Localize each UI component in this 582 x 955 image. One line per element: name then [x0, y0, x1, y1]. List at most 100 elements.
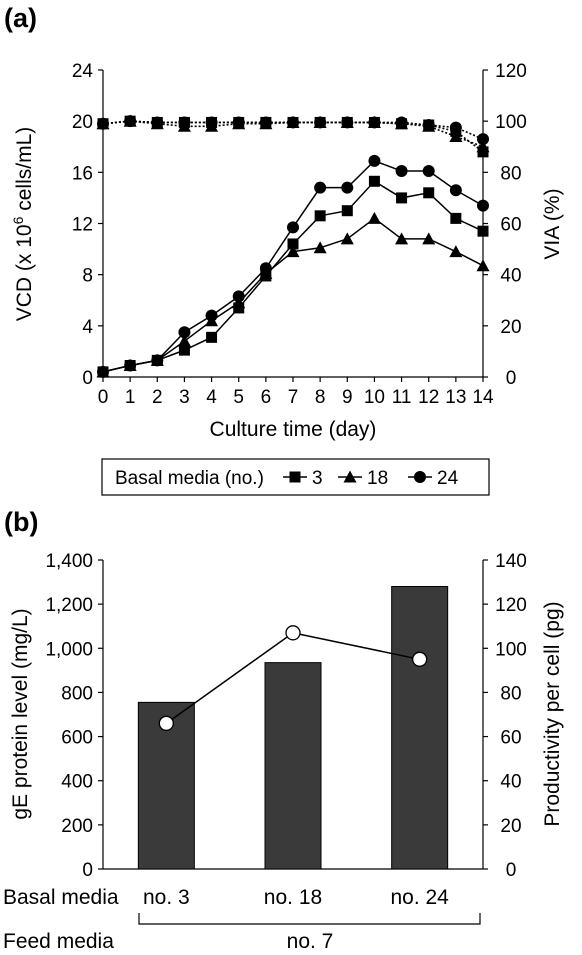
panel-a-y2-tick-label: 20	[500, 317, 521, 338]
panel-b-y-tick-label: 400	[61, 772, 93, 793]
vcd-point-18	[395, 232, 409, 245]
panel-a-x-tick-label: 6	[261, 387, 272, 408]
vcd-point-24	[422, 165, 435, 178]
vcd-point-24	[151, 354, 164, 367]
vcd-point-24	[287, 221, 299, 234]
vcd-point-3	[423, 187, 435, 199]
legend-marker-18	[343, 470, 357, 483]
vcd-point-24	[178, 326, 191, 339]
panel-a-x-tick-label: 0	[98, 387, 109, 408]
legend-marker-24	[414, 471, 426, 483]
feed-media-value: no. 7	[287, 930, 334, 953]
viability-point-18	[449, 130, 463, 143]
panel-a-x-tick-label: 13	[445, 387, 466, 408]
panel-a-y-axis-title: VCD (x 106 cells/mL)	[10, 127, 36, 322]
panel-a-x-tick-label: 3	[179, 387, 190, 408]
viability-point-24	[477, 133, 489, 146]
vcd-point-18	[367, 211, 381, 224]
vcd-point-24	[232, 290, 245, 303]
viability-point-24	[368, 116, 381, 129]
panel-b-y-tick-label: 1,200	[45, 595, 93, 616]
panel-b-y2-tick-label: 140	[495, 551, 527, 572]
vcd-point-18	[177, 334, 191, 347]
panel-a-x-tick-label: 7	[288, 387, 299, 408]
bar-no-24	[391, 585, 449, 870]
vcd-point-3	[287, 238, 299, 250]
panel-b-y2-tick-label: 0	[506, 860, 517, 881]
panel-b-y-tick-label: 1,400	[45, 551, 93, 572]
feed-media-row-label: Feed media	[3, 930, 114, 953]
panel-a-y2-axis-title: VIA (%)	[541, 188, 564, 259]
viability-point-24	[341, 116, 354, 129]
vcd-point-3	[341, 205, 353, 217]
panel-b-y-ticks: 0 200 400 600 800 1,000 1,200 1,400	[45, 551, 103, 881]
panel-a-x-tick-label: 8	[315, 387, 326, 408]
vcd-point-18	[422, 232, 436, 245]
panel-a-y2-tick-label: 120	[495, 61, 527, 82]
panel-b-y2-tick-label: 120	[495, 595, 527, 616]
vcd-point-3	[450, 212, 462, 224]
legend-title: Basal media (no.)	[115, 468, 264, 489]
viability-point-24	[205, 116, 218, 129]
panel-a-y-ticks: 0 4 8 12 16 20 24	[72, 61, 103, 389]
vcd-point-18	[340, 232, 354, 245]
panel-b-y-tick-label: 1,000	[45, 639, 93, 660]
panel-a-y-tick-label: 0	[82, 368, 93, 389]
viability-point-24	[422, 119, 435, 132]
panel-a-x-tick-label: 10	[364, 387, 385, 408]
panel-b-y-tick-label: 200	[61, 816, 93, 837]
vcd-point-24	[395, 165, 408, 178]
legend-label-24: 24	[437, 468, 459, 489]
productivity-point	[158, 715, 174, 731]
viability-point-24	[314, 116, 327, 129]
viability-point-24	[178, 116, 191, 129]
panel-b-label: (b)	[4, 507, 38, 537]
panel-a-y2-tick-label: 60	[500, 215, 521, 236]
panel-a-y2-tick-label: 40	[500, 266, 521, 287]
viability-line-24	[102, 120, 484, 140]
panel-b-bars	[137, 585, 449, 870]
legend-label-3: 3	[312, 468, 323, 489]
vcd-point-24	[124, 359, 137, 372]
bar-no-18	[264, 662, 322, 870]
panel-b-category-labels: no. 3 no. 18 no. 24	[143, 886, 449, 909]
basal-media-row-label: Basal media	[3, 886, 119, 909]
vcd-point-24	[314, 181, 327, 194]
panel-a-x-tick-label: 4	[206, 387, 217, 408]
vcd-point-18	[286, 245, 300, 258]
panel-b-y-tick-label: 600	[61, 728, 93, 749]
vcd-point-24	[97, 365, 109, 378]
panel-a-y2-ticks: 0 20 40 60 80 100 120	[483, 61, 527, 389]
panel-a-y2-tick-label: 0	[506, 368, 517, 389]
panel-b-y-tick-label: 0	[82, 860, 93, 881]
legend-marker-3	[289, 471, 301, 483]
panel-b-y2-tick-label: 40	[500, 772, 521, 793]
feed-media-bracket	[138, 913, 481, 925]
panel-a-x-tick-label: 2	[152, 387, 163, 408]
panel-a-y-tick-label: 4	[82, 317, 93, 338]
panel-b-y2-tick-label: 20	[500, 816, 521, 837]
panel-a-y-tick-label: 12	[72, 215, 93, 236]
panel-a-x-ticks: 0 1 2 3 4 5 6 7 8 9 10 11 12 13 14	[98, 377, 494, 408]
panel-a-y-tick-label: 24	[72, 61, 94, 82]
panel-a-x-tick-label: 11	[392, 387, 412, 408]
vcd-point-3	[314, 210, 326, 222]
panel-a-x-tick-label: 14	[472, 387, 494, 408]
productivity-point	[285, 625, 301, 641]
viability-point-24	[287, 116, 299, 129]
category-label: no. 18	[264, 886, 322, 909]
panel-a-x-tick-label: 12	[418, 387, 439, 408]
vcd-point-3	[477, 225, 489, 237]
vcd-point-24	[368, 154, 381, 167]
viability-point-24	[259, 116, 272, 129]
category-label: no. 24	[390, 886, 449, 909]
viability-point-24	[449, 121, 462, 134]
vcd-point-24	[449, 184, 462, 197]
viability-point-24	[97, 117, 109, 130]
panel-a-x-tick-label: 5	[233, 387, 244, 408]
viability-point-24	[232, 116, 245, 129]
vcd-point-18	[313, 241, 327, 254]
panel-b-y2-tick-label: 100	[495, 639, 527, 660]
vcd-point-3	[206, 331, 218, 343]
panel-b-y-tick-label: 800	[61, 683, 93, 704]
